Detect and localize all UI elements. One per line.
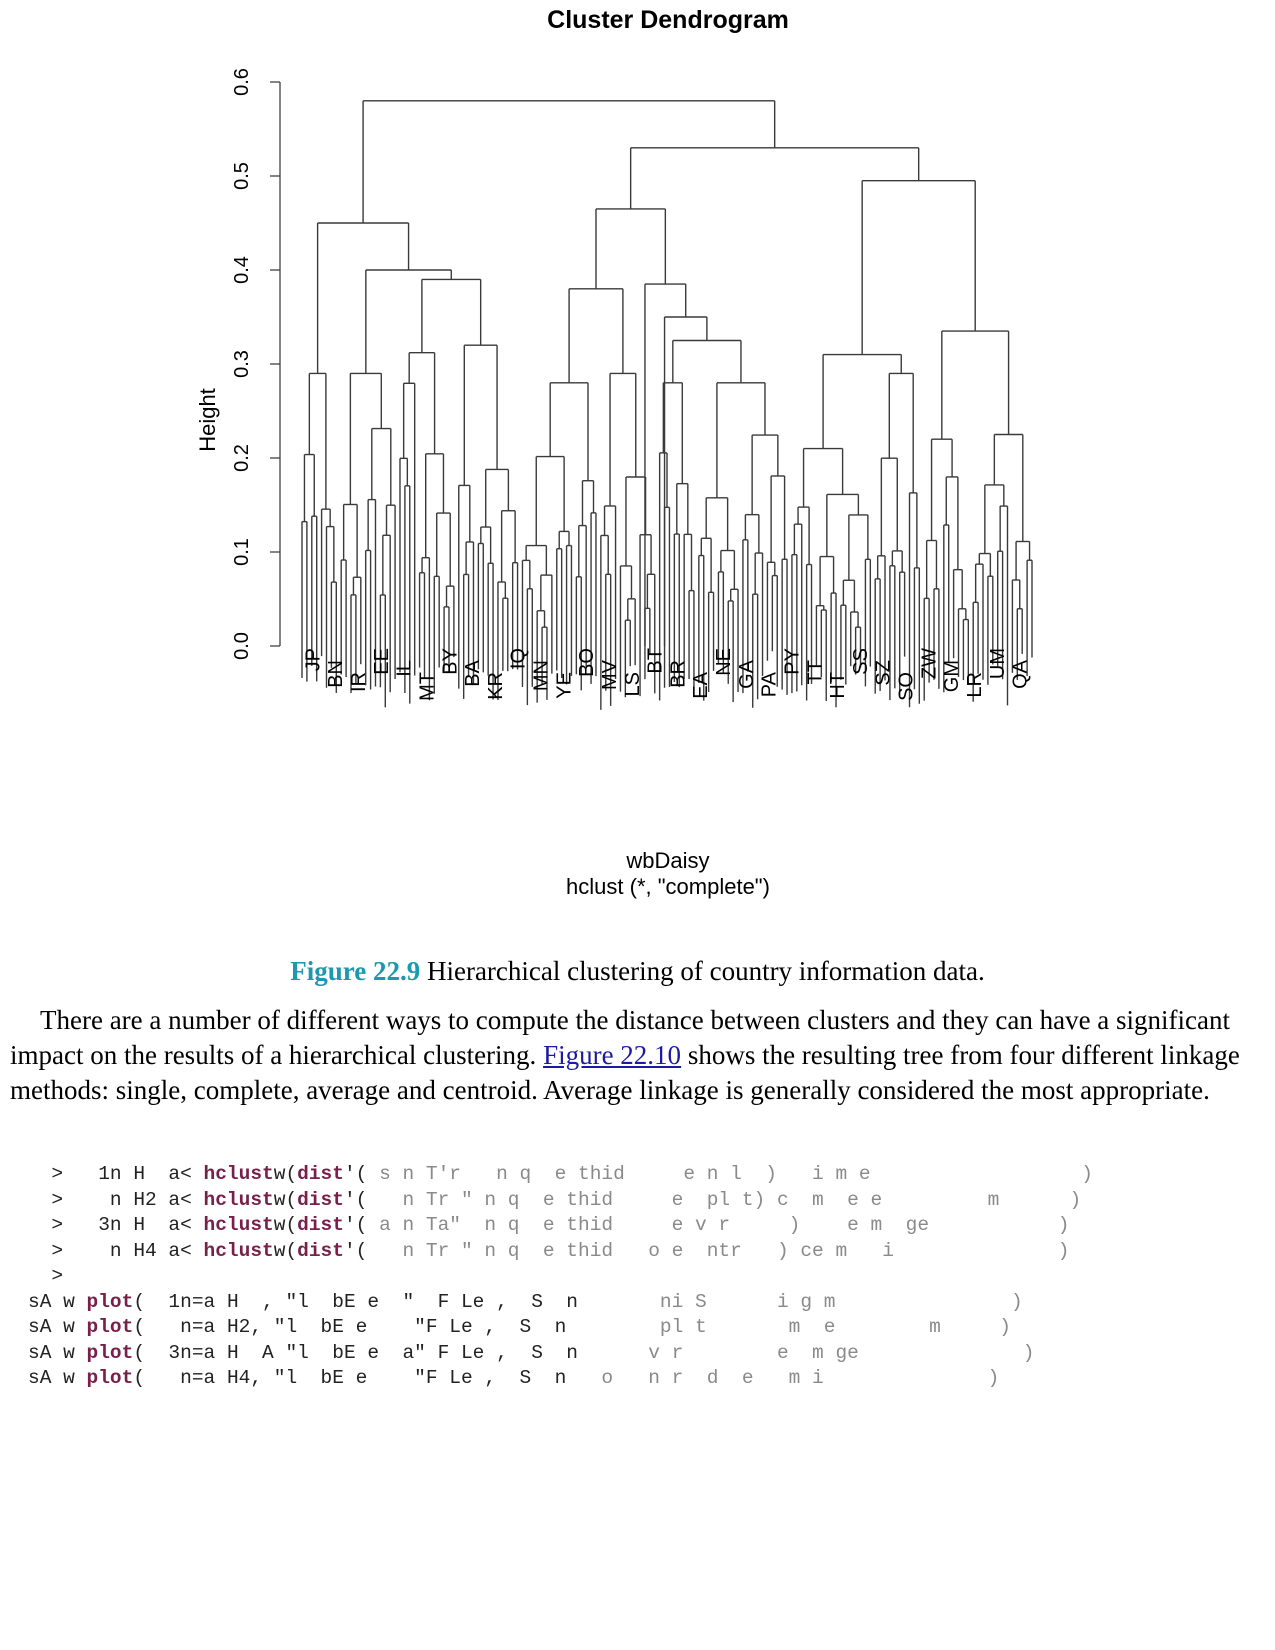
plot-subtitle: hclust (*, "complete") bbox=[566, 874, 770, 899]
leaf-label: LS bbox=[622, 672, 644, 696]
figure-22-10-link[interactable]: Figure 22.10 bbox=[543, 1040, 682, 1070]
leaf-label: JP bbox=[302, 648, 324, 671]
figure-number: Figure 22.9 bbox=[290, 956, 421, 986]
leaf-label: PA bbox=[759, 671, 781, 697]
y-tick-label: 0.1 bbox=[231, 538, 253, 566]
leaf-label: MN bbox=[531, 660, 553, 691]
code-line: > n H2 a< hclustw(dist'( n Tr " n q e th… bbox=[28, 1188, 1082, 1211]
paragraph-text-start: There are a number of different ways to … bbox=[10, 1005, 1231, 1070]
leaf-label: NE bbox=[713, 648, 735, 676]
code-line: sA w plot( n=a H4, "l bE e "F Le , S n o… bbox=[28, 1367, 1000, 1389]
leaf-label: EA bbox=[690, 671, 712, 698]
code-line: sA w plot( n=a H2, "l bE e "F Le , S n p… bbox=[28, 1316, 1011, 1338]
y-axis: 0.0 0.1 0.2 0.3 0.4 0.5 0.6 bbox=[231, 68, 281, 660]
leaf-label: IL bbox=[394, 660, 416, 677]
y-tick-label: 0.6 bbox=[231, 68, 253, 96]
leaf-label: IR bbox=[348, 672, 370, 692]
figure-caption: Figure 22.9 Hierarchical clustering of c… bbox=[0, 956, 1275, 987]
y-tick-label: 0.3 bbox=[231, 350, 253, 378]
x-axis-label: wbDaisy bbox=[625, 848, 709, 873]
leaf-label: IQ bbox=[508, 648, 530, 669]
leaf-label: BA bbox=[462, 659, 484, 686]
code-line: > 1n H a< hclustw(dist'( s n T'r n q e t… bbox=[28, 1163, 1093, 1185]
leaf-label: SO bbox=[896, 672, 918, 701]
y-tick-label: 0.5 bbox=[231, 162, 253, 190]
leaf-label: TT bbox=[804, 660, 826, 684]
leaf-label: GA bbox=[736, 659, 758, 689]
code-line: > bbox=[28, 1265, 64, 1287]
body-paragraph: There are a number of different ways to … bbox=[10, 1003, 1245, 1108]
code-line: > 3n H a< hclustw(dist'( a n Ta" n q e t… bbox=[28, 1214, 1070, 1236]
code-line: sA w plot( 3n=a H A "l bE e a" F Le , S … bbox=[28, 1341, 1035, 1364]
paragraph-text-end: shows the resulting tree from four diffe… bbox=[10, 1040, 1240, 1105]
leaf-label: BO bbox=[576, 648, 598, 677]
leaf-label: EE bbox=[371, 648, 393, 675]
leaf-label: SS bbox=[850, 648, 872, 675]
leaf-label: MV bbox=[599, 659, 621, 690]
leaf-label: PY bbox=[781, 648, 803, 675]
leaf-label: QA bbox=[1010, 659, 1032, 689]
plot-title: Cluster Dendrogram bbox=[547, 6, 789, 34]
code-line: > n H4 a< hclustw(dist'( n Tr " n q e th… bbox=[28, 1239, 1070, 1262]
y-tick-label: 0.0 bbox=[231, 632, 253, 660]
dendrogram-figure: Cluster Dendrogram Height 0.0 0.1 0.2 0.3 0.… bbox=[170, 0, 1110, 950]
leaf-label: BT bbox=[645, 648, 667, 674]
leaf-label: ZW bbox=[918, 648, 940, 679]
leaf-label: BY bbox=[439, 648, 461, 675]
code-line: sA w plot( 1n=a H , "l bE e " F Le , S n… bbox=[28, 1290, 1023, 1313]
code-block: > 1n H a< hclustw(dist'( s n T'r n q e t… bbox=[28, 1162, 1093, 1392]
leaf-label: BN bbox=[325, 660, 347, 688]
leaf-label: GM bbox=[941, 660, 963, 692]
leaf-label: SZ bbox=[873, 660, 895, 686]
leaf-label: UM bbox=[987, 648, 1009, 679]
dendrogram-plot: Cluster Dendrogram Height 0.00.10.20.30.… bbox=[195, 6, 1033, 899]
leaf-label: YE bbox=[553, 672, 575, 699]
leaf-label: HT bbox=[827, 672, 849, 699]
y-tick-label: 0.2 bbox=[231, 444, 253, 472]
y-tick-label: 0.4 bbox=[231, 256, 253, 284]
leaf-label: BR bbox=[667, 660, 689, 688]
dendrogram-tree bbox=[301, 100, 1033, 710]
y-axis-label: Height bbox=[195, 388, 220, 452]
leaf-label: KR bbox=[485, 672, 507, 700]
leaf-label: MT bbox=[416, 672, 438, 701]
leaf-label: LR bbox=[964, 672, 986, 698]
caption-text: Hierarchical clustering of country infor… bbox=[420, 956, 985, 986]
